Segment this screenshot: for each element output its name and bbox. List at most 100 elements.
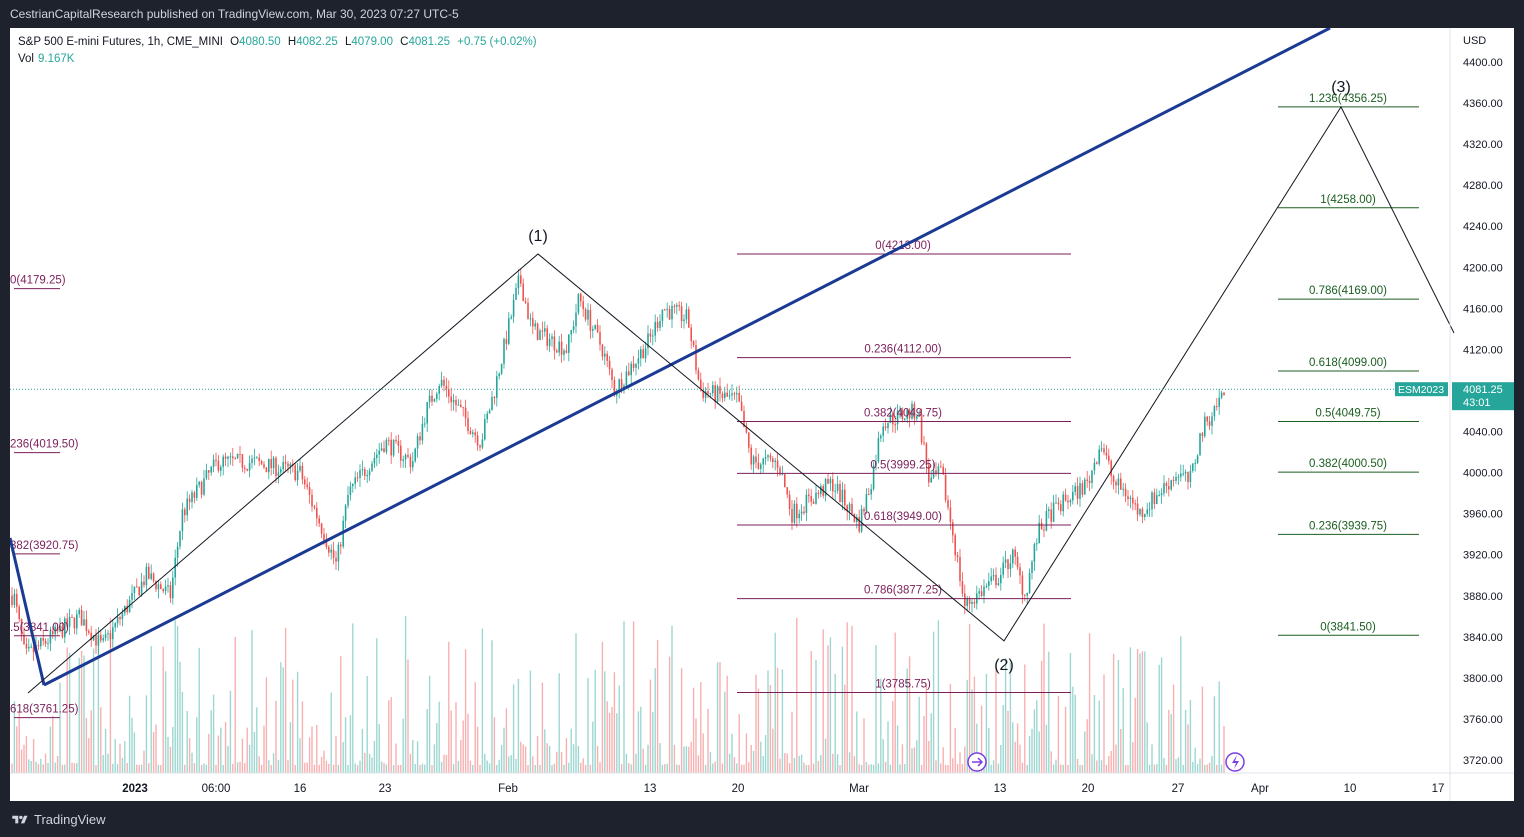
candle-body — [776, 460, 779, 468]
candle-body — [1004, 559, 1007, 563]
volume-bar — [625, 753, 628, 773]
candle-body — [1201, 433, 1204, 437]
volume-bar — [224, 721, 227, 773]
candle-body — [188, 498, 191, 503]
candle-body — [673, 305, 676, 307]
volume-bar — [512, 684, 515, 773]
chart-frame[interactable]: 0(4179.25) 236(4019.50) 382(3920.75) .5(384… — [10, 28, 1514, 801]
candle-body — [560, 341, 563, 355]
x-tick-label: 13 — [644, 783, 657, 795]
tradingview-logo[interactable]: TradingView — [12, 812, 106, 827]
candle-body — [700, 379, 702, 391]
candle-body — [680, 306, 683, 322]
volume-bar — [865, 762, 868, 773]
volume-label[interactable]: Vol — [18, 53, 34, 65]
wave-label-2: (2) — [994, 657, 1014, 674]
volume-bar — [1050, 751, 1052, 773]
candle-body — [20, 619, 23, 635]
volume-bar — [632, 621, 635, 773]
volume-bar — [644, 764, 647, 773]
candle-body — [1175, 476, 1177, 481]
volume-bar — [652, 712, 654, 773]
candle-body — [973, 602, 976, 604]
volume-bar — [342, 742, 344, 773]
candle-body — [748, 432, 750, 448]
volume-bar — [755, 674, 757, 773]
volume-bar — [1060, 764, 1062, 773]
volume-bar — [961, 764, 964, 773]
volume-bar — [368, 753, 371, 773]
volume-bar — [546, 743, 548, 773]
candle-body — [335, 557, 337, 562]
volume-bar — [107, 753, 109, 773]
volume-bar — [599, 762, 601, 773]
volume-bar — [1187, 724, 1189, 773]
volume-bar — [925, 683, 928, 773]
volume-bar — [114, 739, 116, 773]
y-tick-label: 4160.00 — [1463, 303, 1503, 315]
volume-bar — [887, 721, 889, 773]
candle-body — [1021, 575, 1024, 595]
candle-body — [704, 391, 707, 398]
candle-body — [49, 630, 52, 644]
volume-bar — [810, 651, 812, 773]
volume-bar — [1156, 764, 1158, 773]
volume-bar — [556, 751, 558, 773]
candle-body — [174, 557, 176, 578]
volume-bar — [762, 756, 764, 773]
volume-bar — [390, 696, 392, 773]
volume-bar — [812, 763, 815, 773]
candle-body — [772, 458, 774, 463]
candle-body — [1196, 455, 1199, 463]
candle-body — [143, 581, 145, 586]
volume-bar — [352, 623, 354, 773]
volume-bar — [1064, 706, 1067, 773]
volume-bar — [76, 762, 78, 773]
candle-body — [1007, 559, 1009, 570]
volume-bar — [582, 758, 584, 773]
volume-bar — [1124, 764, 1127, 773]
candle-body — [767, 455, 769, 457]
volume-bar — [901, 744, 904, 773]
candle-body — [80, 609, 83, 626]
candle-body — [1120, 478, 1122, 490]
volume-bar — [575, 633, 577, 773]
candle-body — [260, 460, 263, 465]
volume-bar — [1093, 695, 1096, 773]
candle-body — [148, 566, 150, 579]
volume-bar — [637, 711, 640, 773]
volume-bar — [1069, 653, 1072, 773]
candle-body — [100, 634, 102, 641]
volume-bar — [200, 764, 203, 773]
candle-body — [361, 469, 364, 471]
candle-body — [179, 531, 181, 547]
candle-body — [1182, 473, 1184, 475]
candle-body — [596, 324, 599, 333]
candle-body — [359, 470, 361, 478]
volume-bar — [709, 751, 712, 773]
volume-bar — [128, 695, 131, 773]
symbol-name[interactable]: S&P 500 E-mini Futures, 1h, CME_MINI — [18, 36, 223, 48]
candle-body — [445, 385, 448, 390]
y-tick-label: 3880.00 — [1463, 591, 1503, 603]
candle-body — [217, 460, 220, 471]
candle-body — [1158, 495, 1160, 497]
candle-body — [664, 309, 666, 311]
candle-body — [383, 448, 385, 452]
volume-bar — [234, 636, 236, 773]
candle-body — [1144, 513, 1146, 517]
price-chart[interactable]: 0(4179.25) 236(4019.50) 382(3920.75) .5(384… — [10, 28, 1514, 801]
volume-bar — [884, 761, 887, 773]
candle-body — [56, 626, 59, 632]
candle-body — [728, 395, 731, 397]
candle-body — [544, 328, 546, 332]
candle-body — [268, 458, 270, 473]
candle-body — [532, 318, 534, 327]
volume-bar — [630, 764, 632, 773]
candle-body — [11, 595, 13, 606]
candle-body — [97, 634, 100, 646]
candle-body — [642, 349, 644, 359]
candle-body — [1153, 492, 1156, 505]
candle-body — [469, 430, 472, 434]
candle-body — [1057, 502, 1060, 505]
